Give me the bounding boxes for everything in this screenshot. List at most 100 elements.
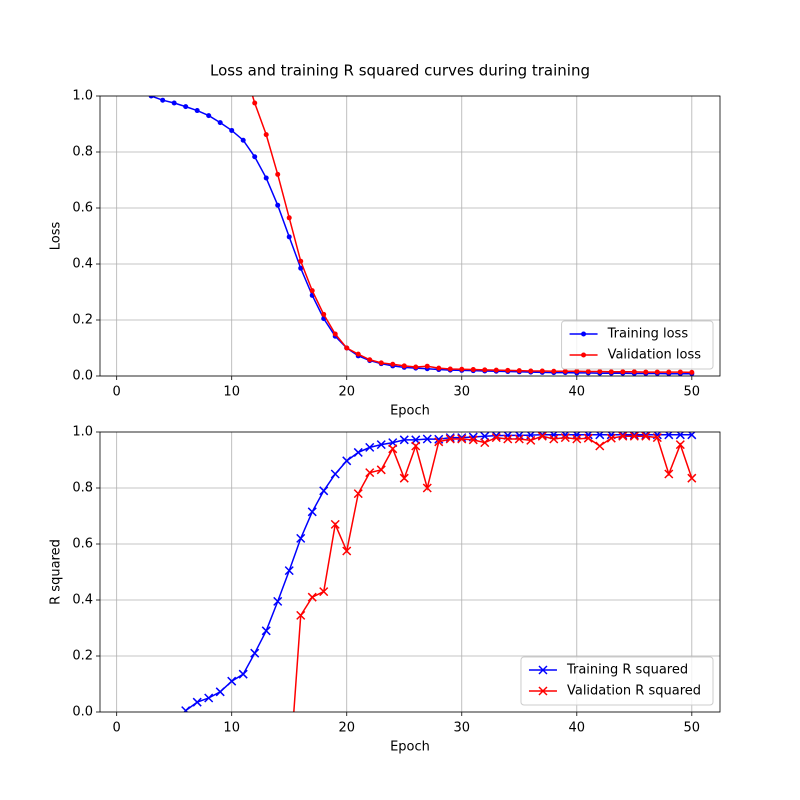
marker xyxy=(240,137,246,143)
marker xyxy=(160,97,166,103)
y-tick-label: 1.0 xyxy=(72,89,93,104)
marker xyxy=(309,288,315,294)
marker xyxy=(307,507,317,517)
marker xyxy=(549,434,559,444)
marker xyxy=(457,434,467,444)
marker xyxy=(252,154,258,160)
marker xyxy=(286,234,292,240)
marker xyxy=(606,433,616,443)
marker xyxy=(608,369,614,375)
marker xyxy=(537,432,547,441)
legend-marker xyxy=(581,331,587,337)
marker xyxy=(376,440,386,450)
marker xyxy=(689,369,695,375)
legend-box xyxy=(561,320,714,370)
marker xyxy=(422,434,432,444)
marker xyxy=(618,432,628,441)
y-tick-label: 0.8 xyxy=(72,481,93,496)
legend-label: Validation R squared xyxy=(567,684,701,699)
marker xyxy=(319,587,329,597)
marker xyxy=(652,433,662,443)
x-tick-label: 0 xyxy=(113,721,121,736)
marker xyxy=(480,438,490,448)
marker xyxy=(516,368,522,374)
x-tick-label: 20 xyxy=(338,721,355,736)
axes-frame xyxy=(99,95,721,377)
marker xyxy=(365,468,375,478)
legend-marker xyxy=(538,665,548,675)
marker xyxy=(296,533,306,543)
y-tick-label: 1.0 xyxy=(72,425,93,440)
marker xyxy=(330,469,340,479)
marker xyxy=(514,434,524,444)
marker xyxy=(330,519,340,529)
marker xyxy=(192,697,202,707)
marker xyxy=(505,367,511,373)
marker xyxy=(365,442,375,452)
marker xyxy=(353,489,363,499)
y-tick-label: 0.4 xyxy=(72,257,93,272)
marker xyxy=(574,368,580,374)
marker xyxy=(378,360,384,366)
legend: Training loss Validation loss xyxy=(561,320,714,370)
marker xyxy=(597,369,603,375)
y-tick-label: 0.6 xyxy=(72,537,93,552)
plot-area xyxy=(181,432,697,780)
marker xyxy=(551,368,557,374)
marker xyxy=(183,104,189,110)
marker xyxy=(539,368,545,374)
marker xyxy=(399,435,409,445)
marker xyxy=(493,367,499,373)
x-tick-label: 50 xyxy=(684,385,701,400)
marker xyxy=(298,258,304,264)
marker xyxy=(585,369,591,375)
marker xyxy=(204,693,214,703)
marker xyxy=(629,432,639,441)
marker xyxy=(503,434,513,444)
marker xyxy=(562,368,568,374)
marker xyxy=(367,357,373,363)
y-tick-label: 0.0 xyxy=(72,705,93,720)
legend-label: Training loss xyxy=(607,327,689,342)
marker xyxy=(217,120,223,126)
marker xyxy=(206,113,212,119)
y-tick-label: 0.6 xyxy=(72,201,93,216)
marker xyxy=(344,345,350,351)
marker xyxy=(641,432,651,441)
x-axis-label: Epoch xyxy=(390,404,430,419)
marker xyxy=(413,364,419,370)
marker xyxy=(422,483,432,493)
marker xyxy=(353,447,363,457)
marker xyxy=(252,100,258,106)
marker xyxy=(390,361,396,367)
marker xyxy=(436,365,442,371)
x-tick-label: 20 xyxy=(338,385,355,400)
marker xyxy=(470,367,476,373)
x-tick-label: 0 xyxy=(113,385,121,400)
marker xyxy=(528,368,534,374)
legend-marker xyxy=(581,352,587,358)
legend-box xyxy=(520,656,714,706)
plot-area xyxy=(148,96,695,376)
marker xyxy=(411,441,421,451)
marker xyxy=(675,440,685,450)
marker xyxy=(595,441,605,451)
marker xyxy=(275,171,281,177)
data-line xyxy=(251,96,692,374)
marker xyxy=(480,432,490,441)
marker xyxy=(376,465,386,475)
marker xyxy=(181,706,191,712)
marker xyxy=(482,367,488,373)
axes-frame xyxy=(99,431,721,713)
marker xyxy=(457,433,467,443)
marker xyxy=(583,433,593,443)
marker xyxy=(459,366,465,372)
y-axis-label: R squared xyxy=(49,539,64,605)
marker xyxy=(215,687,225,697)
marker xyxy=(296,610,306,620)
marker xyxy=(273,596,283,606)
marker xyxy=(285,772,293,780)
marker xyxy=(321,311,327,317)
marker xyxy=(401,363,407,369)
marker xyxy=(434,434,444,444)
